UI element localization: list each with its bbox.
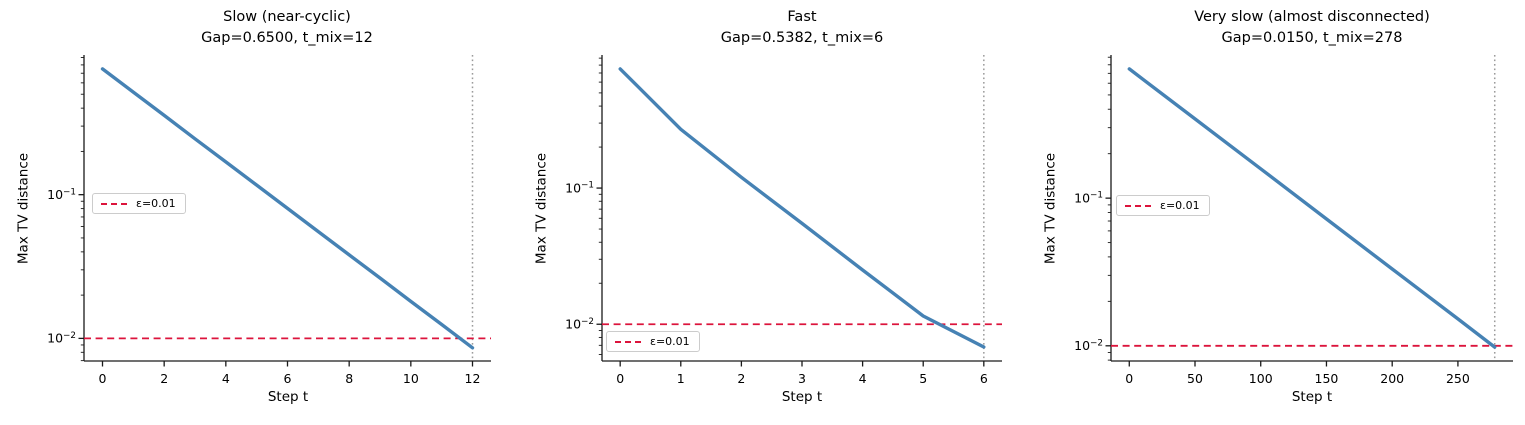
panel-3-ylabel: Max TV distance <box>1042 152 1059 265</box>
x-tick-label: 0 <box>1125 371 1133 386</box>
epsilon-line-swatch <box>1125 204 1151 207</box>
epsilon-line-swatch <box>615 340 641 343</box>
x-tick-label: 6 <box>284 371 292 386</box>
tv-distance-line <box>100 67 475 350</box>
x-tick-label: 10 <box>403 371 419 386</box>
x-tick-label: 3 <box>798 371 806 386</box>
panel-2-legend: ε=0.01 <box>606 331 700 352</box>
x-tick-label: 0 <box>99 371 107 386</box>
panel-2-legend-label: ε=0.01 <box>650 335 690 348</box>
panel-3-title-line2: Gap=0.0150, t_mix=278 <box>1221 29 1403 46</box>
panel-2-title-line2: Gap=0.5382, t_mix=6 <box>720 29 884 46</box>
y-tick-label: 10−2 <box>565 316 594 331</box>
y-tick-label: 10−2 <box>47 331 76 346</box>
panel-2-title: Fast Gap=0.5382, t_mix=6 <box>502 7 1102 48</box>
x-tick-label: 2 <box>160 371 168 386</box>
panel-3-xlabel: Step t <box>1291 389 1333 405</box>
x-tick-label: 4 <box>222 371 230 386</box>
panel-1-axes: 10−1 10−2 0 2 4 6 8 10 12 <box>47 55 491 386</box>
panel-3-title-line1: Very slow (almost disconnected) <box>1194 9 1430 25</box>
x-tick-label: 12 <box>465 371 481 386</box>
tv-distance-line <box>1127 67 1497 349</box>
x-tick-label: 50 <box>1187 371 1203 386</box>
panel-1-xlabel: Step t <box>267 389 309 405</box>
panel-1-title-line1: Slow (near-cyclic) <box>223 9 351 25</box>
x-tick-label: 250 <box>1446 371 1470 386</box>
panel-2-ylabel: Max TV distance <box>533 152 550 265</box>
panel-3-legend: ε=0.01 <box>1116 195 1210 216</box>
x-tick-label: 6 <box>980 371 988 386</box>
panel-3-axes: 10−1 10−2 0 50 100 150 200 250 <box>1074 55 1513 386</box>
tv-distance-line <box>618 67 986 349</box>
epsilon-line-swatch <box>101 202 127 205</box>
panel-1-title-line2: Gap=0.6500, t_mix=12 <box>201 29 373 46</box>
panel-1-legend-label: ε=0.01 <box>136 197 176 210</box>
x-tick-label: 100 <box>1249 371 1273 386</box>
panel-3-legend-label: ε=0.01 <box>1160 199 1200 212</box>
panel-2-axes: 10−1 10−2 0 1 2 3 4 5 6 <box>565 55 1002 386</box>
y-tick-label: 10−1 <box>1074 190 1103 205</box>
panel-1-ylabel: Max TV distance <box>15 152 32 265</box>
y-tick-label: 10−1 <box>47 187 76 202</box>
x-tick-label: 0 <box>616 371 624 386</box>
x-tick-label: 4 <box>859 371 867 386</box>
panel-2-title-line1: Fast <box>787 9 817 25</box>
x-tick-label: 2 <box>737 371 745 386</box>
y-tick-label: 10−1 <box>565 180 594 195</box>
x-tick-label: 1 <box>677 371 685 386</box>
y-tick-label: 10−2 <box>1074 338 1103 353</box>
panel-3-title: Very slow (almost disconnected) Gap=0.01… <box>1012 7 1525 48</box>
x-tick-label: 150 <box>1315 371 1339 386</box>
panel-1-title: Slow (near-cyclic) Gap=0.6500, t_mix=12 <box>0 7 587 48</box>
panel-2-xlabel: Step t <box>781 389 823 405</box>
x-tick-label: 200 <box>1380 371 1404 386</box>
x-tick-label: 8 <box>345 371 353 386</box>
panel-1-legend: ε=0.01 <box>92 193 186 214</box>
x-tick-label: 5 <box>919 371 927 386</box>
